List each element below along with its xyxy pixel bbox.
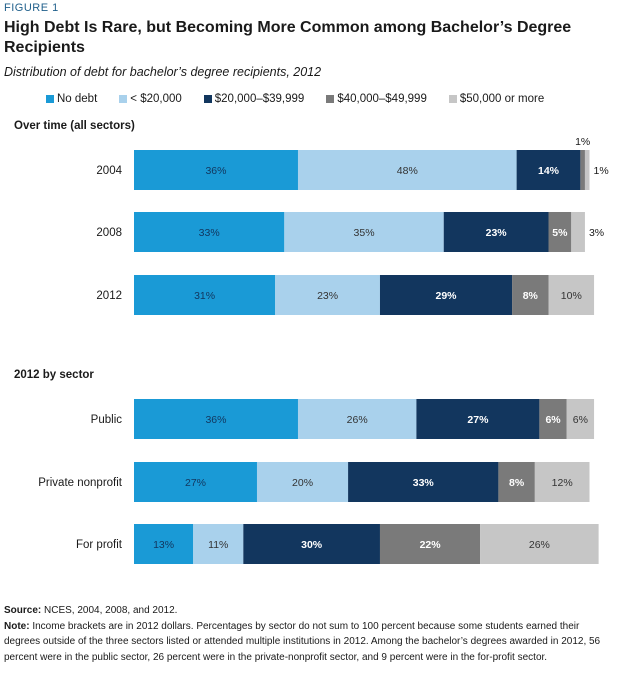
bar-2012-50-000-or-more	[548, 275, 595, 315]
legend-swatch-lt-20000	[119, 95, 128, 103]
data-label-2012-20-000-39-999: 29%	[436, 290, 458, 302]
bar-2012-20-000-39-999	[379, 275, 513, 315]
bar-2012-no-debt	[134, 275, 276, 315]
source-text: NCES, 2004, 2008, and 2012.	[41, 605, 178, 616]
data-label-2004-50-000-or-more: 1%	[594, 165, 609, 177]
group-label-over-time: Over time (all sectors)	[14, 120, 135, 132]
bar-public-40-000-49-999	[539, 399, 567, 439]
data-label-public-20-000: 26%	[347, 414, 368, 426]
data-label-for-profit-20-000-39-999: 30%	[301, 539, 323, 551]
data-label-2004-20-000: 48%	[397, 165, 418, 177]
bar-2004-20-000	[297, 150, 517, 190]
legend-swatch-no-debt	[46, 95, 54, 103]
data-label-2008-no-debt: 33%	[199, 227, 220, 239]
bar-for-profit-20-000-39-999	[243, 524, 380, 564]
legend-label-no-debt: No debt	[57, 93, 98, 105]
legend-item-50000-plus: $50,000 or more	[448, 93, 545, 105]
legend-swatch-20000-39999	[203, 95, 212, 103]
bar-public-20-000-39-999	[416, 399, 540, 439]
bar-2008-40-000-49-999	[548, 212, 572, 252]
data-label-2012-20-000: 23%	[317, 290, 338, 302]
bar-public-20-000	[297, 399, 417, 439]
legend-item-40000-49999: $40,000–$49,999	[326, 93, 427, 105]
legend-label-40000-49999: $40,000–$49,999	[337, 93, 427, 105]
data-label-private-nonprofit-20-000-39-999: 33%	[413, 477, 435, 489]
stacked-bar-chart: 2004 36% 48% 14% 1% 1% 2008 33% 35% 23% 5% 3% 2012 31…	[38, 136, 609, 564]
footnotes: Source: NCES, 2004, 2008, and 2012. Note…	[4, 603, 616, 665]
bar-for-profit-50-000-or-more	[480, 524, 599, 564]
legend-item-lt-20000: < $20,000	[119, 93, 182, 105]
data-label-2012-no-debt: 31%	[194, 290, 215, 302]
data-label-public-no-debt: 36%	[205, 414, 226, 426]
data-label-private-nonprofit-no-debt: 27%	[185, 477, 206, 489]
bar-2004-50-000-or-more	[584, 150, 590, 190]
data-label-private-nonprofit-20-000: 20%	[292, 477, 313, 489]
legend-label-lt-20000: < $20,000	[130, 93, 182, 105]
legend-label-20000-39999: $20,000–$39,999	[214, 93, 305, 105]
legend: No debt < $20,000 $20,000–$39,999 $40,00…	[46, 93, 566, 105]
bar-2004-20-000-39-999	[516, 150, 581, 190]
bar-private-nonprofit-40-000-49-999	[498, 462, 535, 502]
category-label-public: Public	[91, 414, 123, 426]
bar-private-nonprofit-no-debt	[134, 462, 257, 502]
bar-2012-40-000-49-999	[512, 275, 549, 315]
bar-2008-50-000-or-more	[571, 212, 585, 252]
data-label-public-20-000-39-999: 27%	[467, 414, 489, 426]
bar-private-nonprofit-20-000-39-999	[348, 462, 499, 502]
data-label-private-nonprofit-50-000-or-more: 12%	[552, 477, 573, 489]
source-label: Source:	[4, 605, 42, 616]
data-label-public-40-000-49-999: 6%	[545, 414, 561, 426]
category-label-2004: 2004	[96, 165, 122, 177]
bar-2008-no-debt	[134, 212, 285, 252]
bar-2008-20-000-39-999	[443, 212, 549, 252]
category-label-private-nonprofit: Private nonprofit	[38, 477, 123, 489]
data-label-2008-20-000: 35%	[354, 227, 375, 239]
data-label-for-profit-40-000-49-999: 22%	[420, 539, 442, 551]
legend-item-20000-39999: $20,000–$39,999	[203, 93, 305, 105]
category-label-2012: 2012	[96, 290, 122, 302]
bar-2008-20-000	[284, 212, 444, 252]
legend-swatch-40000-49999	[326, 95, 335, 103]
category-label-2008: 2008	[96, 227, 122, 239]
bar-private-nonprofit-20-000	[256, 462, 349, 502]
note-label: Note:	[4, 620, 30, 632]
legend-label-50000-plus: $50,000 or more	[459, 93, 545, 105]
bar-public-no-debt	[134, 399, 298, 439]
category-label-for-profit: For profit	[76, 539, 123, 551]
figure-label: FIGURE 1	[4, 2, 59, 14]
bar-for-profit-no-debt	[134, 524, 194, 564]
bar-2004-40-000-49-999	[580, 150, 585, 190]
data-label-for-profit-20-000: 11%	[208, 539, 228, 551]
data-label-for-profit-no-debt: 13%	[153, 539, 174, 551]
group-label-by-sector: 2012 by sector	[14, 369, 94, 381]
data-label-2008-40-000-49-999: 5%	[552, 227, 568, 239]
chart-title: High Debt Is Rare, but Becoming More Com…	[4, 19, 572, 56]
note: Note: Income brackets are in 2012 dollar…	[4, 619, 616, 666]
legend-swatch-50000-plus	[448, 95, 457, 103]
data-label-for-profit-50-000-or-more: 26%	[529, 539, 550, 551]
data-label-private-nonprofit-40-000-49-999: 8%	[509, 477, 525, 489]
source-note: Source: NCES, 2004, 2008, and 2012.	[4, 603, 616, 619]
data-label-2004-no-debt: 36%	[205, 165, 226, 177]
data-label-2012-40-000-49-999: 8%	[523, 290, 539, 302]
bar-public-50-000-or-more	[566, 399, 595, 439]
bar-for-profit-20-000	[193, 524, 244, 564]
data-label-public-50-000-or-more: 6%	[573, 414, 588, 426]
data-label-2008-50-000-or-more: 3%	[589, 227, 604, 239]
data-label-2012-50-000-or-more: 10%	[561, 290, 582, 302]
bar-private-nonprofit-50-000-or-more	[534, 462, 590, 502]
data-label-2008-20-000-39-999: 23%	[486, 227, 508, 239]
bar-2004-no-debt	[134, 150, 298, 190]
bar-2012-20-000	[275, 275, 380, 315]
legend-item-no-debt: No debt	[46, 93, 97, 105]
data-label-2004-20-000-39-999: 14%	[538, 165, 560, 177]
bar-for-profit-40-000-49-999	[379, 524, 481, 564]
note-text: Income brackets are in 2012 dollars. Per…	[4, 620, 601, 663]
chart-subtitle: Distribution of debt for bachelor’s degr…	[4, 65, 322, 79]
data-label-2004-40-000-49-999: 1%	[575, 136, 590, 148]
